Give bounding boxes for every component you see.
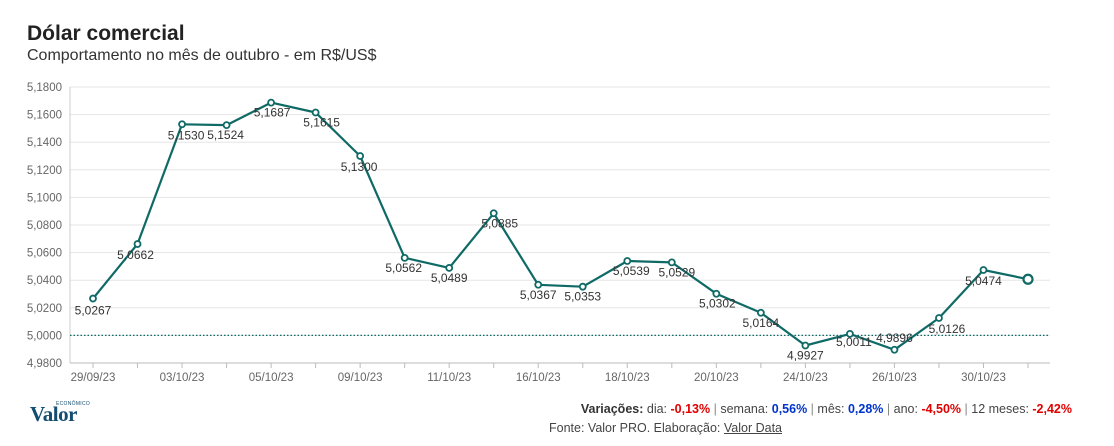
valor-logo-superscript: ECONÔMICO — [56, 401, 91, 407]
data-point — [578, 282, 587, 291]
data-point — [267, 98, 275, 107]
variation-value: -4,50% — [921, 402, 962, 416]
data-label: 5,0662 — [117, 248, 154, 262]
data-point — [89, 294, 97, 303]
x-tick-label: 24/10/23 — [783, 372, 828, 384]
x-tick-label: 26/10/23 — [872, 372, 917, 384]
data-label: 5,0562 — [385, 261, 422, 275]
y-tick-label: 5,0400 — [27, 275, 62, 287]
data-point — [756, 308, 765, 317]
line-chart: 5,1800 5,1600 5,1400 5,1200 5,1000 5,0800 5,06… — [27, 82, 1050, 384]
data-point — [445, 264, 454, 272]
data-label: 5,0164 — [743, 316, 780, 330]
data-label: 5,0011 — [836, 335, 872, 349]
separator: | — [883, 402, 894, 416]
data-label: 5,0474 — [965, 274, 1002, 288]
data-label: 5,0529 — [658, 265, 695, 279]
data-point — [356, 152, 365, 160]
data-point — [534, 280, 543, 289]
y-tick-label: 5,1200 — [27, 165, 62, 177]
y-axis: 5,1800 5,1600 5,1400 5,1200 5,1000 5,0800 5,06… — [27, 82, 71, 370]
y-tick-label: 5,1400 — [27, 137, 62, 149]
variation-label: 12 meses: — [971, 402, 1033, 416]
footer: Valor ECONÔMICO Variações: dia: -0,13% |… — [27, 398, 1087, 438]
variations-summary: Variações: dia: -0,13% | semana: 0,56% |… — [581, 402, 1072, 416]
variations-label: Variações: — [580, 402, 644, 416]
data-point — [489, 209, 498, 218]
data-point — [935, 314, 943, 322]
source-text: Fonte: Valor PRO. Elaboração: Valor Data — [549, 421, 782, 435]
data-point — [178, 120, 186, 129]
y-tick-label: 4,9800 — [27, 358, 62, 370]
data-point — [133, 240, 142, 248]
variation-value: 0,56% — [771, 402, 808, 416]
data-label: 5,0539 — [613, 264, 650, 278]
variation-label: semana: — [720, 402, 772, 416]
data-label: 5,1300 — [341, 160, 378, 174]
variation-label: ano: — [893, 402, 922, 416]
data-label: 5,0267 — [75, 304, 112, 318]
data-point — [667, 258, 676, 267]
x-tick-label: 03/10/23 — [160, 372, 205, 384]
y-tick-label: 5,1000 — [27, 192, 62, 204]
series-line — [92, 101, 1029, 351]
data-label: 5,0489 — [431, 271, 468, 285]
variation-label: mês: — [817, 402, 848, 416]
y-tick-label: 5,0000 — [27, 330, 62, 342]
variation-value: -0,13% — [670, 402, 711, 416]
data-point — [400, 253, 409, 262]
data-labels-layer: 5,0267 5,0662 5,1530 5,1524 5,1687 5,1615 5,13… — [75, 106, 1003, 363]
data-point — [222, 121, 231, 129]
data-point — [979, 266, 988, 274]
y-tick-label: 5,0200 — [27, 303, 62, 315]
y-tick-label: 5,0600 — [27, 248, 62, 260]
y-tick-label: 5,0800 — [27, 220, 62, 232]
x-tick-label: 18/10/23 — [605, 372, 650, 384]
data-label: 5,1530 — [168, 128, 205, 142]
separator: | — [807, 402, 818, 416]
data-label: 5,0302 — [699, 297, 736, 311]
data-point — [1022, 273, 1034, 285]
valor-logo: Valor — [30, 402, 77, 426]
data-label: 5,0367 — [520, 288, 557, 302]
data-label: 5,1615 — [303, 116, 340, 130]
y-tick-label: 5,1600 — [27, 110, 62, 122]
source-label: Fonte: Valor PRO. Elaboração: — [549, 421, 721, 435]
separator: | — [710, 402, 721, 416]
variation-label: dia: — [646, 402, 671, 416]
data-point — [623, 257, 632, 265]
x-tick-label: 11/10/23 — [427, 372, 471, 384]
data-label: 5,0126 — [929, 322, 966, 336]
x-tick-label: 30/10/23 — [961, 372, 1006, 384]
y-tick-label: 5,1800 — [27, 82, 62, 94]
data-label: 5,1524 — [207, 128, 244, 142]
x-axis: 29/09/23 03/10/23 05/10/23 09/10/23 11/10/23… — [70, 362, 1050, 384]
chart-subtitle: Comportamento no mês de outubro - em R$/… — [27, 47, 377, 64]
x-tick-label: 16/10/23 — [516, 372, 561, 384]
variation-value: 0,28% — [847, 402, 884, 416]
data-point — [712, 289, 721, 298]
separator: | — [961, 402, 972, 416]
data-label: 4,9896 — [876, 331, 913, 345]
data-label: 4,9927 — [787, 348, 824, 362]
x-tick-label: 09/10/23 — [338, 372, 383, 384]
data-points-layer — [89, 98, 1034, 354]
data-point — [890, 345, 899, 354]
valor-data-link[interactable]: Valor Data — [723, 421, 783, 435]
x-tick-label: 20/10/23 — [694, 372, 739, 384]
data-point — [311, 108, 320, 117]
series-line-layer — [92, 101, 1029, 351]
data-label: 5,0353 — [564, 290, 601, 304]
variation-value: -2,42% — [1032, 402, 1072, 416]
x-tick-label: 29/09/23 — [71, 372, 116, 384]
data-label: 5,1687 — [254, 106, 291, 120]
data-point — [801, 341, 810, 350]
data-point — [846, 329, 854, 338]
data-label: 5,0885 — [481, 216, 518, 230]
x-tick-label: 05/10/23 — [249, 372, 294, 384]
chart-title: Dólar comercial — [27, 22, 185, 45]
